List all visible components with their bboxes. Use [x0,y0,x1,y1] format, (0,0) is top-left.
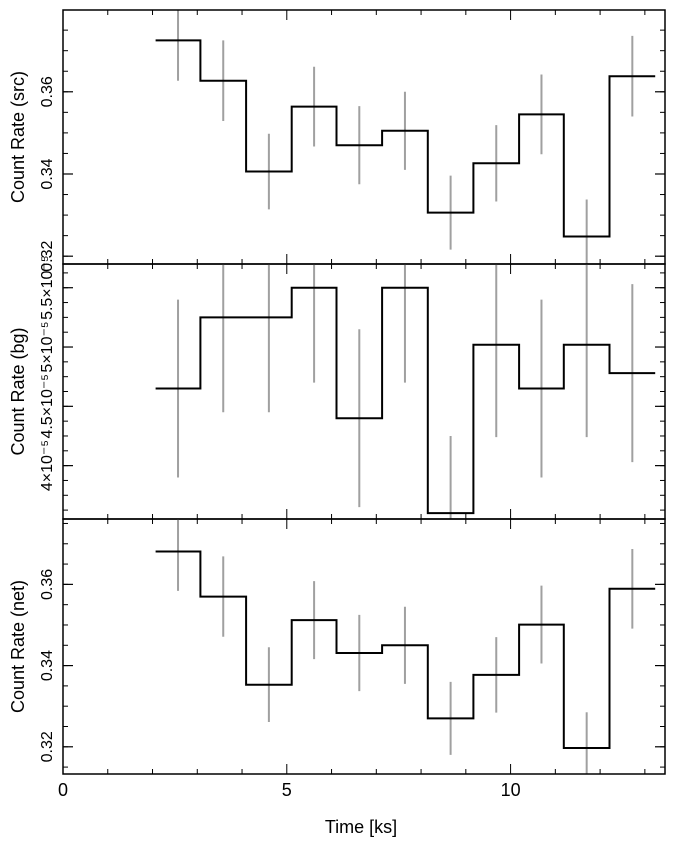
y-tick-label: 4×10⁻⁵ [39,440,56,491]
shared-x-axis: 0 5 10 [58,780,521,800]
panel-1: 4×10⁻⁵ 4.5×10⁻⁵ 5×10⁻⁵ 5.5×10⁻⁵ Count Rate (… [8,255,666,520]
panel-frame [62,9,666,265]
y-tick-label: 5×10⁻⁵ [39,321,56,372]
panel-0: 0.32 0.34 0.36 Count Rate (src) [8,9,666,272]
y-axis-label: Count Rate (src) [8,71,28,203]
y-axis-label: Count Rate (net) [8,580,28,713]
x-tick-label: 10 [501,780,521,800]
y-tick-label: 0.32 [39,241,56,272]
y-axis-label: Count Rate (bg) [8,327,28,455]
y-tick-label: 0.32 [39,731,56,762]
step-line [155,550,656,749]
y-tick-label: 4.5×10⁻⁵ [39,374,56,438]
y-tick-label: 0.34 [39,158,56,189]
panel-frame [62,263,666,520]
y-tick-label: 0.36 [39,569,56,600]
step-line [155,286,656,515]
x-axis-label: Time [ks] [325,817,397,837]
chart-panels: 0.32 0.34 0.36 Count Rate (src) 4×10⁻⁵ 4.5×10… [8,9,666,775]
panel-frame [62,518,666,775]
step-line [155,39,656,238]
y-tick-label: 0.36 [39,76,56,107]
y-tick-label: 5.5×10⁻⁵ [39,255,56,319]
x-tick-label: 0 [58,780,68,800]
y-tick-label: 0.34 [39,650,56,681]
panel-2: 0.32 0.34 0.36 Count Rate (net) [8,518,666,775]
x-tick-label: 5 [282,780,292,800]
